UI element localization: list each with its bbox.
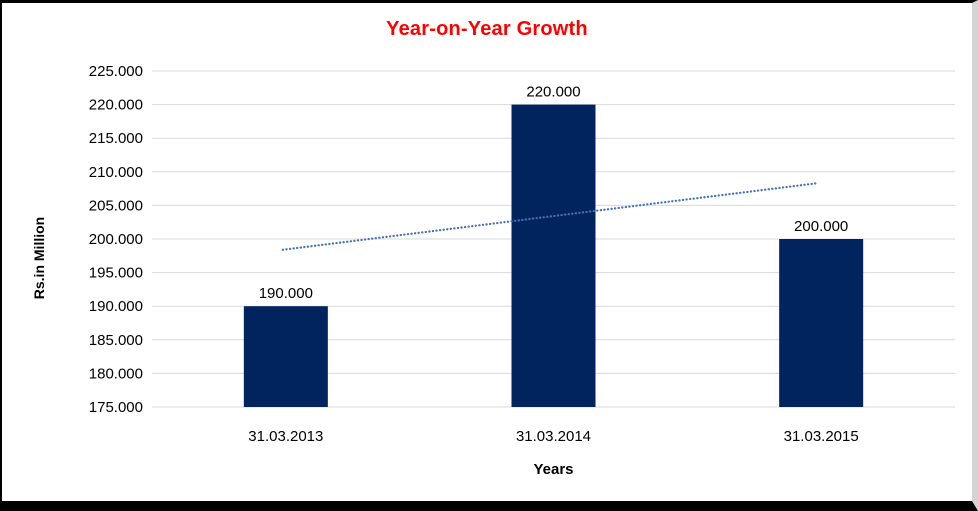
plot-area: 175.000 180.000 185.000 190.000 195.000 200.0… [89, 63, 955, 445]
bar [511, 104, 596, 407]
y-tick-label: 215.000 [89, 130, 143, 147]
bar-data-label: 220.000 [526, 84, 580, 101]
x-tick-label: 31.03.2013 [248, 428, 323, 445]
y-axis-title: Rs.in Million [31, 216, 47, 300]
y-tick-label: 175.000 [89, 399, 143, 416]
x-tick-label: 31.03.2014 [516, 428, 591, 445]
bar-data-label: 200.000 [794, 218, 848, 235]
y-tick-label: 225.000 [89, 63, 143, 80]
y-tick-label: 210.000 [89, 164, 143, 181]
y-tick-label: 180.000 [89, 365, 143, 382]
y-tick-label: 185.000 [89, 332, 143, 349]
bar [779, 239, 864, 407]
x-axis-title: Years [533, 461, 574, 478]
trendline [281, 182, 819, 251]
bar-data-label: 190.000 [259, 285, 313, 302]
bar [243, 306, 328, 407]
y-tick-label: 220.000 [89, 97, 143, 114]
chart-title: Year-on-Year Growth [386, 18, 588, 40]
x-tick-label: 31.03.2015 [784, 428, 859, 445]
y-tick-label: 190.000 [89, 298, 143, 315]
y-tick-label: 200.000 [89, 231, 143, 248]
y-tick-label: 195.000 [89, 265, 143, 282]
y-tick-label: 205.000 [89, 197, 143, 214]
